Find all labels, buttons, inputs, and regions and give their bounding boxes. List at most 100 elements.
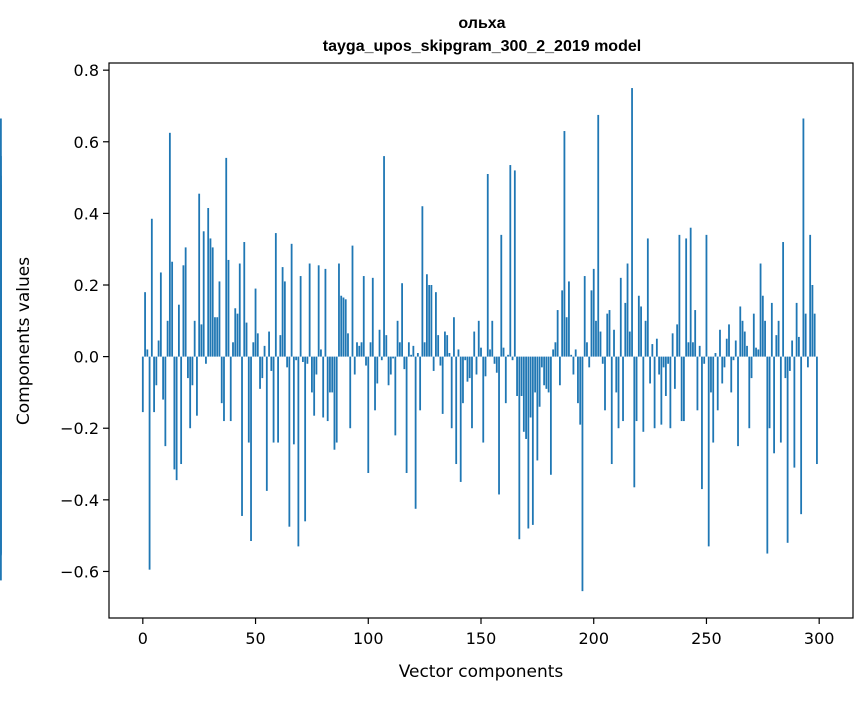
bar — [306, 356, 309, 364]
bar — [189, 356, 192, 429]
bar — [439, 356, 442, 366]
bar — [491, 320, 494, 357]
bar — [157, 340, 160, 357]
bar — [471, 356, 473, 429]
x-tick-label: 250 — [691, 629, 722, 648]
bar — [604, 356, 606, 411]
bar — [265, 356, 268, 491]
bar — [288, 356, 291, 527]
bar — [685, 238, 688, 357]
bar — [216, 317, 219, 357]
bar — [662, 356, 665, 368]
bar — [311, 356, 313, 393]
bar — [277, 356, 279, 443]
bar — [394, 356, 397, 436]
bar — [369, 342, 372, 357]
bar — [412, 345, 415, 357]
bar — [453, 317, 455, 357]
bar — [637, 295, 640, 357]
bar — [728, 324, 730, 357]
bar — [761, 295, 764, 357]
bar — [651, 344, 654, 357]
bar — [538, 356, 541, 407]
bar — [734, 340, 737, 357]
bar — [554, 342, 557, 357]
bar — [563, 131, 566, 357]
bar — [606, 313, 609, 357]
bar — [425, 274, 428, 357]
bar — [518, 356, 521, 540]
bar — [362, 276, 365, 357]
bar — [574, 349, 577, 357]
bar — [232, 342, 234, 357]
bar — [444, 331, 446, 357]
bar — [746, 345, 748, 357]
bar — [811, 285, 814, 357]
x-tick-label: 300 — [804, 629, 835, 648]
bar — [565, 317, 568, 357]
bar — [522, 356, 525, 432]
bar — [274, 233, 277, 357]
bar — [622, 356, 624, 422]
bar — [601, 356, 604, 364]
bar — [795, 302, 798, 357]
bar — [243, 242, 246, 357]
bar — [326, 356, 329, 422]
bar — [649, 356, 651, 384]
bar — [301, 356, 304, 362]
bar — [750, 356, 753, 379]
bar — [378, 329, 381, 357]
bar — [329, 356, 331, 393]
bar — [446, 335, 449, 357]
bar — [430, 285, 433, 357]
bar — [545, 356, 548, 389]
bar — [184, 247, 187, 357]
bar — [205, 356, 207, 364]
bar — [500, 234, 503, 357]
bar — [279, 335, 282, 357]
bar — [732, 356, 735, 361]
bar — [592, 268, 595, 357]
bar — [504, 356, 507, 404]
bar — [477, 320, 480, 357]
bar — [141, 356, 144, 413]
bar — [254, 288, 257, 357]
bar — [432, 356, 435, 371]
bar — [784, 356, 787, 379]
bar — [556, 310, 559, 357]
bar — [268, 331, 270, 357]
bar — [502, 347, 505, 357]
bar — [489, 349, 491, 357]
bar — [696, 356, 699, 411]
bar — [676, 324, 679, 357]
bar — [376, 356, 379, 384]
bar — [353, 356, 356, 375]
bar — [177, 304, 180, 357]
bar — [193, 320, 196, 357]
bar — [220, 356, 223, 404]
bar — [283, 281, 286, 357]
y-axis-label: Components values — [14, 257, 34, 425]
bar — [450, 356, 453, 429]
bar — [250, 356, 252, 542]
bar — [673, 356, 676, 389]
bar — [813, 313, 816, 357]
bar — [694, 310, 697, 357]
bar — [166, 320, 169, 357]
bar — [777, 320, 780, 357]
bar — [552, 349, 555, 357]
bar — [730, 356, 733, 393]
bar — [725, 338, 728, 357]
bar — [385, 335, 388, 357]
bar — [802, 118, 805, 357]
bar — [493, 356, 496, 364]
bar — [590, 290, 593, 357]
bar — [509, 165, 512, 357]
bar — [148, 356, 151, 570]
y-tick-label: 0.2 — [74, 276, 99, 295]
bar — [272, 356, 275, 443]
bar — [678, 234, 681, 357]
bar — [628, 331, 631, 357]
bar — [155, 356, 158, 386]
